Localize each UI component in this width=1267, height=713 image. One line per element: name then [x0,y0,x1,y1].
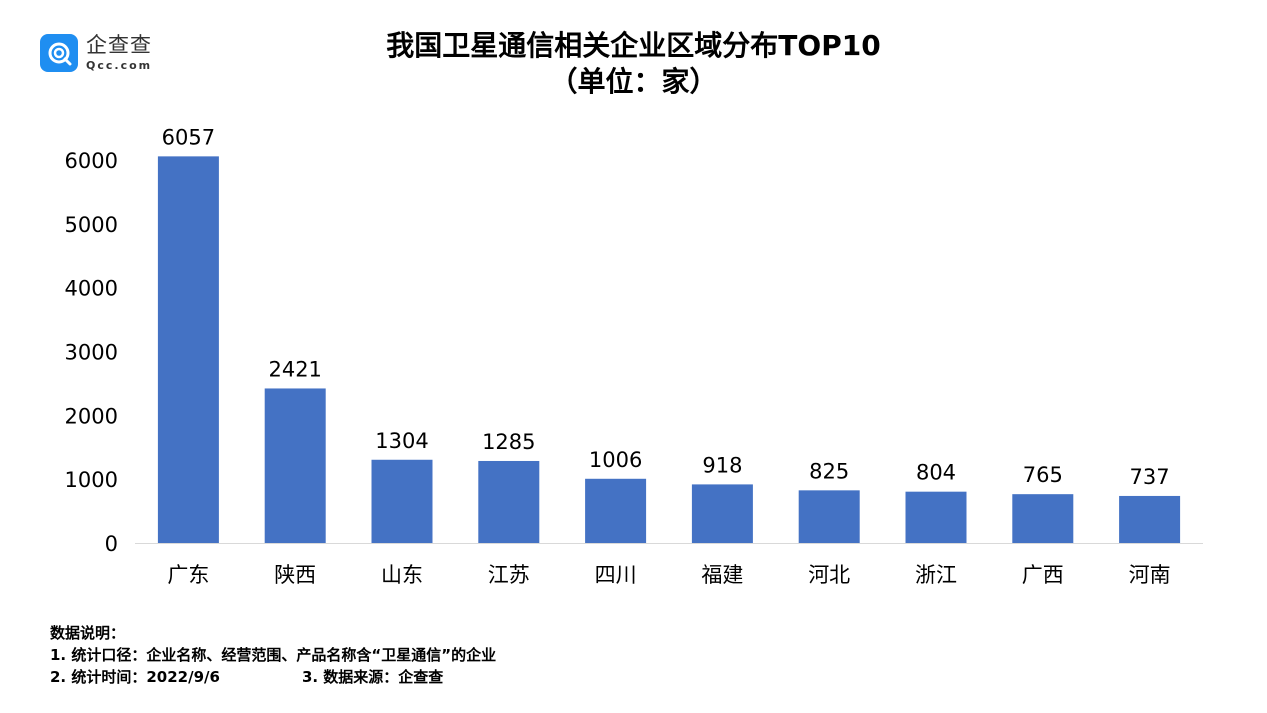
data-label: 804 [916,461,956,485]
chart-title: 我国卫星通信相关企业区域分布TOP10 [386,29,881,62]
y-tick-label: 6000 [65,149,118,173]
chart-subtitle: （单位：家） [549,65,718,98]
bar [371,459,433,543]
y-tick-label: 0 [105,532,118,556]
data-label: 6057 [162,125,215,149]
category-label: 浙江 [915,563,957,587]
bar [691,484,753,543]
notes-heading: 数据说明： [50,624,126,642]
category-label: 山东 [381,563,423,587]
bar [1119,495,1181,543]
bar [157,156,219,543]
category-label: 福建 [701,563,743,587]
y-tick-label: 3000 [65,341,118,365]
data-label: 1285 [482,430,535,454]
bar [905,491,967,543]
data-label: 1304 [375,429,428,453]
bar [264,388,326,543]
notes-line-1: 1. 统计口径：企业名称、经营范围、产品名称含“卫星通信”的企业 [50,646,497,664]
bar [798,490,860,543]
bar [478,460,540,543]
category-label: 江苏 [488,563,530,587]
data-label: 1006 [589,448,642,472]
y-tick-label: 2000 [65,404,118,428]
y-tick-label: 4000 [65,277,118,301]
y-tick-label: 1000 [65,468,118,492]
chart-title-block: 我国卫星通信相关企业区域分布TOP10 （单位：家） [0,28,1267,100]
notes-data-source: 3. 数据来源：企查查 [301,668,444,686]
category-label: 广西 [1022,563,1064,587]
qcc-logo: 企查查 Qcc.com [40,34,152,72]
y-tick-label: 5000 [65,213,118,237]
notes-stat-time: 2. 统计时间：2022/9/6 [50,668,220,686]
category-label: 河北 [808,563,850,587]
logo-name: 企查查 [86,33,152,57]
bar [1012,494,1074,543]
bar [585,478,647,543]
logo-domain: Qcc.com [86,59,153,72]
data-notes: 数据说明： 1. 统计口径：企业名称、经营范围、产品名称含“卫星通信”的企业 2… [50,622,496,688]
data-label: 825 [809,459,849,483]
data-label: 918 [702,453,742,477]
data-label: 737 [1130,465,1170,489]
category-label: 陕西 [274,563,316,587]
category-label: 四川 [595,563,637,587]
category-label: 广东 [167,563,209,587]
notes-line-2: 2. 统计时间：2022/9/6 3. 数据来源：企查查 [50,666,496,688]
data-label: 765 [1023,463,1063,487]
data-label: 2421 [268,357,321,381]
category-label: 河南 [1129,563,1171,587]
qcc-logo-icon [40,34,78,72]
